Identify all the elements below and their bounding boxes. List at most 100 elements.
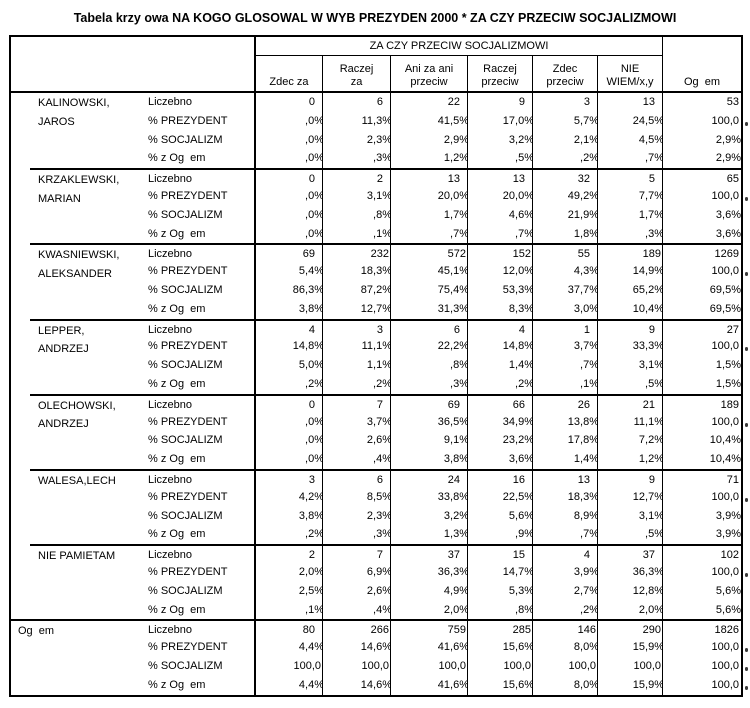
row-spacer <box>11 319 30 394</box>
value-cell: 7,2% <box>597 431 662 451</box>
cell-value: 12,7% <box>360 302 390 315</box>
cell-value: 4 <box>518 323 525 336</box>
value-cell: ,0% <box>254 186 322 206</box>
value-cell: 759 <box>390 619 467 639</box>
cell-value: 75,4% <box>437 283 467 296</box>
value-cell: 100,0 <box>662 262 741 281</box>
cell-value: 2,0% <box>443 603 467 616</box>
value-cell: 41,6% <box>390 638 467 657</box>
cell-value: 22,5% <box>502 490 532 503</box>
value-cell: 87,2% <box>322 280 390 300</box>
value-cell: ,1% <box>322 224 390 244</box>
cell-value: 4 <box>583 549 590 562</box>
value-cell: 3 <box>254 468 322 488</box>
value-cell: 4,3% <box>532 262 597 281</box>
value-cell: 2,9% <box>390 130 467 150</box>
value-cell: ,2% <box>467 374 532 394</box>
stat-label: % z Og em <box>148 528 206 541</box>
value-cell: 8,0% <box>532 638 597 657</box>
cell-value: 14,9% <box>632 265 662 278</box>
value-cell: 16 <box>467 468 532 488</box>
value-cell: 100,0 <box>662 675 741 695</box>
value-cell: 7,7% <box>597 186 662 206</box>
cell-value: 69,5% <box>709 302 741 315</box>
cell-value: 14,6% <box>360 641 390 654</box>
value-cell: 15,6% <box>467 675 532 695</box>
value-cell: 41,6% <box>390 675 467 695</box>
candidate-label: KWASNIEWSKI, ALEKSANDER <box>30 243 148 318</box>
stat-label: % SOCJALIZM <box>148 359 223 372</box>
value-cell: ,8% <box>390 356 467 375</box>
candidate-label: KRZAKLEWSKI, MARIAN <box>30 168 148 243</box>
cell-value: 4,4% <box>298 641 322 654</box>
cell-value: 87,2% <box>360 283 390 296</box>
value-cell: 2,7% <box>532 581 597 601</box>
cell-value: ,4% <box>373 453 390 466</box>
cell-value: 5,6% <box>715 603 741 616</box>
cell-value: 23,2% <box>502 434 532 447</box>
value-cell: 22,5% <box>467 487 532 507</box>
cell-value: ,3% <box>645 227 662 240</box>
value-cell: ,0% <box>254 205 322 225</box>
cell-value: 1,5% <box>715 377 741 390</box>
cell-value: 65,2% <box>632 283 662 296</box>
value-cell: 23,2% <box>467 431 532 451</box>
cell-value: ,5% <box>645 528 662 541</box>
cell-value: 41,5% <box>437 114 467 127</box>
percent-spill-mark <box>745 121 748 126</box>
cell-value: 22 <box>447 96 460 108</box>
value-cell: 41,5% <box>390 111 467 131</box>
row-spacer <box>11 544 30 619</box>
value-cell: ,7% <box>532 356 597 375</box>
percent-spill-mark <box>745 497 748 502</box>
cell-value: 7,7% <box>638 189 662 202</box>
value-cell: 69,5% <box>662 299 741 319</box>
cell-value: 18,3% <box>360 265 390 278</box>
stat-label: % SOCJALIZM <box>148 434 223 447</box>
value-cell: 266 <box>322 619 390 639</box>
stat-label: % SOCJALIZM <box>148 584 223 597</box>
stat-label: % PREZYDENT <box>148 189 228 202</box>
value-cell: 1,7% <box>390 205 467 225</box>
stat-label: % z Og em <box>148 227 206 240</box>
cell-value: 14,8% <box>502 340 532 353</box>
cell-value: 71 <box>726 473 739 486</box>
value-cell: 3,0% <box>532 299 597 319</box>
cell-value: 1,2% <box>638 453 662 466</box>
stat-label: % SOCJALIZM <box>148 133 223 146</box>
value-cell: 1,4% <box>532 450 597 469</box>
value-cell: ,4% <box>322 600 390 620</box>
cell-value: 6 <box>376 473 383 486</box>
value-cell: 34,9% <box>467 412 532 432</box>
cell-value: 0 <box>308 398 315 411</box>
value-cell: 100,0 <box>254 656 322 676</box>
cell-value: ,7% <box>580 359 597 372</box>
cell-value: 189 <box>720 398 739 411</box>
value-cell: 3,7% <box>532 337 597 357</box>
cell-value: 1,7% <box>443 208 467 221</box>
cell-value: 1,8% <box>573 227 597 240</box>
value-cell: 80 <box>254 619 322 639</box>
cell-value: 3,9% <box>573 565 597 578</box>
cell-value: 69 <box>302 248 315 261</box>
value-cell: 24 <box>390 468 467 488</box>
cell-value: 2,6% <box>366 584 390 597</box>
stat-label: Liczebno <box>148 96 193 108</box>
cell-value: 21 <box>642 398 655 411</box>
cell-value: 6 <box>453 323 460 336</box>
value-cell: 14,9% <box>597 262 662 281</box>
cell-value: 86,3% <box>292 283 322 296</box>
value-cell: 66 <box>467 393 532 413</box>
value-cell: 4 <box>532 544 597 563</box>
value-cell: 24,5% <box>597 111 662 131</box>
cell-value: 100,0 <box>711 415 739 428</box>
value-cell: 100,0 <box>322 656 390 676</box>
cell-value: 33,3% <box>632 340 662 353</box>
cell-value: 759 <box>447 624 466 637</box>
value-cell: 100,0 <box>532 656 597 676</box>
cell-value: 2,9% <box>715 152 741 165</box>
cell-value: 1 <box>583 323 590 336</box>
value-cell: 2,0% <box>390 600 467 620</box>
cell-value: 16 <box>512 473 525 486</box>
value-cell: 5,0% <box>254 356 322 375</box>
